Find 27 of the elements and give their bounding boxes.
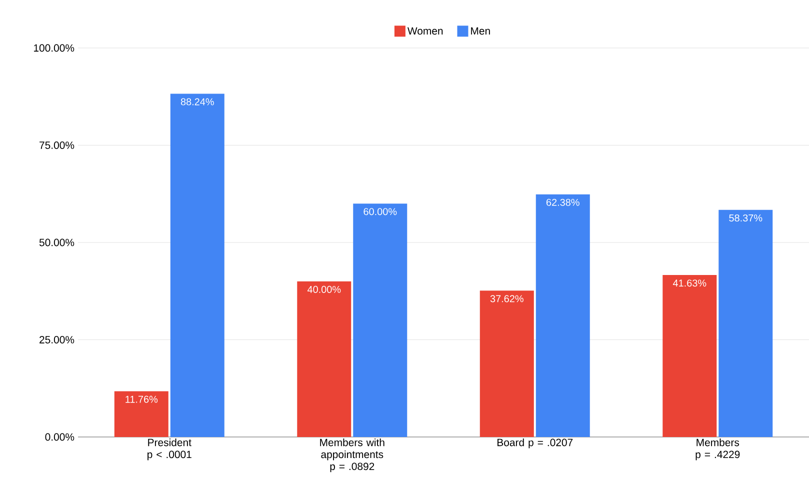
data-label: 58.37%	[729, 214, 762, 222]
x-tick-label: Members p = .4229	[696, 438, 740, 460]
data-label: 62.38%	[546, 198, 580, 206]
y-tick-label: 100.00%	[34, 44, 74, 52]
bar	[297, 281, 352, 437]
data-label: 41.63%	[672, 280, 706, 287]
data-label: 60.00%	[364, 208, 397, 216]
bar	[536, 194, 590, 437]
bar	[662, 275, 717, 437]
legend-label: Men	[471, 27, 490, 35]
x-tick-label: President p < .0001	[148, 438, 192, 460]
x-tick-label: Board p = .0207	[498, 438, 573, 448]
bar	[114, 391, 168, 437]
y-tick-label: 0.00%	[45, 433, 74, 441]
bar	[170, 94, 224, 437]
data-label: 37.62%	[490, 295, 524, 302]
y-tick-label: 50.00%	[39, 238, 74, 246]
legend-label: Women	[407, 27, 443, 35]
data-label: 40.00%	[307, 286, 341, 293]
data-label: 11.76%	[126, 396, 158, 403]
data-label: 88.24%	[180, 98, 214, 106]
y-tick-label: 75.00%	[40, 142, 74, 149]
bar	[353, 204, 408, 437]
bar	[718, 210, 773, 437]
bar	[480, 290, 534, 437]
y-tick-label: 25.00%	[40, 336, 74, 344]
x-tick-label: Members with appointments p = .0892	[320, 438, 384, 472]
